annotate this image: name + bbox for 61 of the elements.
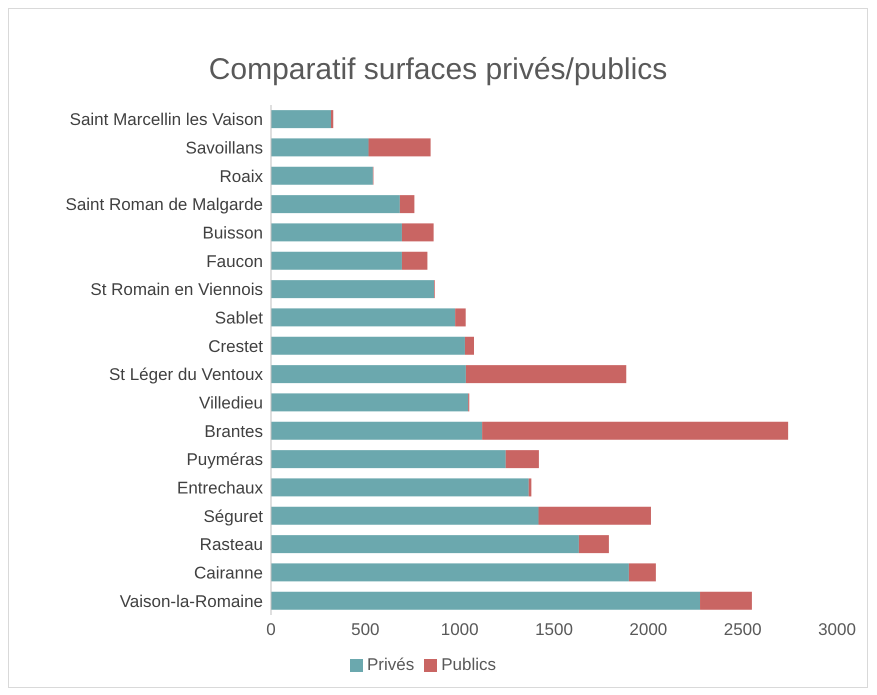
bar: [271, 110, 331, 128]
y-tick-label: Villedieu: [199, 394, 263, 413]
bar: [528, 478, 532, 496]
bar: [271, 223, 402, 242]
bar: [271, 280, 434, 298]
bar: [271, 535, 579, 554]
bar: [538, 506, 651, 525]
bar: [482, 422, 788, 440]
y-tick-label: Cairanne: [194, 564, 263, 583]
bar: [271, 195, 400, 214]
y-tick-label: Saint Marcellin les Vaison: [70, 110, 263, 130]
bar: [271, 450, 506, 468]
bar: [271, 365, 466, 384]
bar: [578, 535, 609, 554]
bar: [271, 506, 539, 525]
bar: [400, 195, 414, 214]
bar: [271, 308, 456, 326]
y-tick-label: Buisson: [202, 224, 263, 243]
bar: [271, 252, 402, 270]
bar: [506, 450, 539, 468]
bar: [330, 110, 334, 128]
x-tick-label: 0: [266, 620, 276, 640]
y-tick-label: Rasteau: [200, 535, 263, 554]
y-tick-label: Entrechaux: [177, 478, 264, 498]
x-tick-label: 1000: [440, 620, 479, 640]
y-tick-label: Saint Roman de Malgarde: [65, 195, 263, 214]
chart-title: Comparatif surfaces privés/publics: [208, 52, 668, 88]
x-tick-label: 1500: [535, 620, 573, 640]
bar: [271, 393, 468, 412]
y-tick-label: Puyméras: [186, 450, 263, 470]
x-tick-label: 500: [351, 620, 380, 640]
bar: [271, 563, 629, 582]
bar: [271, 166, 373, 185]
bar: [271, 422, 482, 440]
x-tick-label: 2500: [724, 620, 762, 640]
x-tick-label: 2000: [629, 620, 668, 640]
y-tick-label: Sablet: [214, 308, 264, 328]
bar: [271, 592, 700, 610]
y-tick-label: Savoillans: [186, 138, 263, 158]
bar: [271, 478, 529, 496]
bar: [464, 336, 474, 355]
y-tick-label: St Léger du Ventoux: [108, 365, 264, 384]
y-tick-label: Séguret: [203, 506, 264, 526]
bar: [402, 223, 434, 242]
bar: [455, 308, 466, 326]
y-tick-label: Brantes: [204, 422, 263, 441]
y-tick-label: Roaix: [220, 166, 264, 186]
bar: [628, 563, 656, 582]
y-tick-label: Faucon: [206, 252, 263, 271]
bar: [271, 336, 465, 355]
bar: [700, 592, 752, 610]
legend-label: Privés: [366, 655, 414, 674]
y-tick-label: Vaison-la-Romaine: [120, 592, 263, 611]
y-tick-label: Crestet: [208, 336, 264, 356]
y-tick-label: St Romain en Viennois: [90, 280, 263, 300]
bar: [466, 365, 626, 384]
x-tick-label: 3000: [818, 620, 856, 640]
bar: [368, 138, 431, 156]
bar: [271, 138, 369, 156]
legend-label: Publics: [441, 655, 496, 674]
bar: [402, 252, 428, 270]
